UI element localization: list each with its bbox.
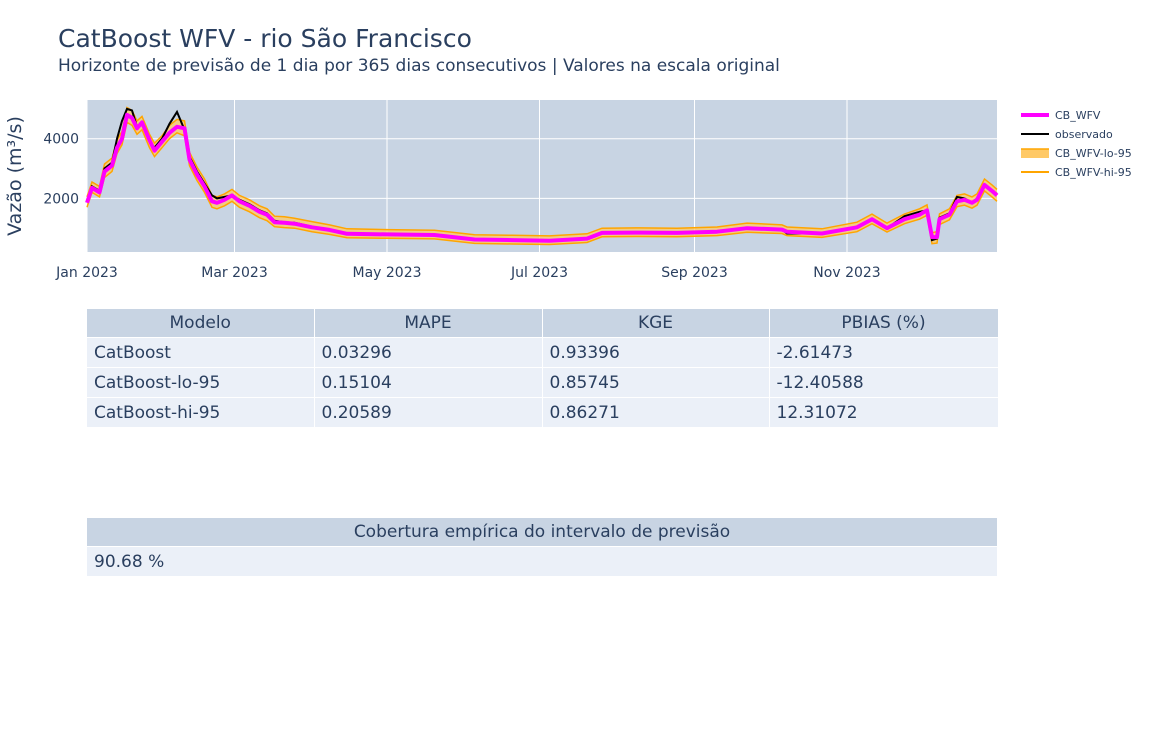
legend-item[interactable]: CB_WFV [1021,109,1101,122]
legend-label: CB_WFV-hi-95 [1055,166,1132,179]
legend-swatch [1021,149,1049,158]
table-row: CatBoost-lo-95 0.15104 0.85745 -12.40588 [87,367,999,398]
table-row: CatBoost-hi-95 0.20589 0.86271 12.31072 [87,397,999,428]
x-tick-label: Mar 2023 [201,265,268,281]
cell-mape: 0.20589 [314,397,543,428]
header-modelo: Modelo [87,309,315,338]
legend[interactable]: CB_WFV observado CB_WFV-lo-95 CB_WFV-hi-95 [1021,109,1132,179]
legend-label: observado [1055,128,1113,141]
cell-mape: 0.03296 [314,337,543,368]
x-tick-label: Sep 2023 [661,265,727,281]
cell-modelo: CatBoost-hi-95 [87,397,315,428]
header-pbias: PBIAS (%) [769,309,999,338]
chart-subtitle: Horizonte de previsão de 1 dia por 365 d… [58,56,780,76]
cell-mape: 0.15104 [314,367,543,398]
legend-item[interactable]: CB_WFV-hi-95 [1021,166,1132,179]
cell-modelo: CatBoost-lo-95 [87,367,315,398]
cell-pbias: 12.31072 [769,397,999,428]
coverage-table: Cobertura empírica do intervalo de previ… [87,518,998,577]
legend-label: CB_WFV [1055,109,1101,122]
series-line-cb-wfv [85,112,999,243]
legend-item[interactable]: observado [1021,128,1113,141]
y-tick-label: 4000 [43,132,79,148]
metrics-table: Modelo MAPE KGE PBIAS (%) CatBoost 0.032… [87,309,999,428]
y-tick-label: 2000 [43,191,79,207]
coverage-header-row: Cobertura empírica do intervalo de previ… [87,518,998,547]
coverage-header: Cobertura empírica do intervalo de previ… [87,518,998,547]
cell-pbias: -12.40588 [769,367,999,398]
cell-modelo: CatBoost [87,337,315,368]
y-axis-label: Vazão (m³/s) [4,116,26,236]
metrics-header-row: Modelo MAPE KGE PBIAS (%) [87,309,999,338]
cell-kge: 0.93396 [542,337,770,368]
x-tick-label: May 2023 [352,265,421,281]
flow-chart[interactable]: Jan 2023 Mar 2023 May 2023 Jul 2023 Sep 2023… [0,0,1150,300]
x-tick-label: Nov 2023 [813,265,880,281]
x-tick-label: Jan 2023 [55,265,118,281]
table-row: 90.68 % [87,546,998,577]
interval-band [87,107,997,245]
header-mape: MAPE [314,309,543,338]
cell-kge: 0.85745 [542,367,770,398]
coverage-value: 90.68 % [87,546,998,577]
header-kge: KGE [542,309,770,338]
table-row: CatBoost 0.03296 0.93396 -2.61473 [87,337,999,368]
cell-pbias: -2.61473 [769,337,999,368]
chart-title: CatBoost WFV - rio São Francisco [58,24,472,53]
cell-kge: 0.86271 [542,397,770,428]
plot-area[interactable]: Jan 2023 Mar 2023 May 2023 Jul 2023 Sep 2023… [43,100,999,281]
legend-label: CB_WFV-lo-95 [1055,147,1132,160]
legend-item[interactable]: CB_WFV-lo-95 [1021,147,1132,160]
x-tick-label: Jul 2023 [510,265,568,281]
